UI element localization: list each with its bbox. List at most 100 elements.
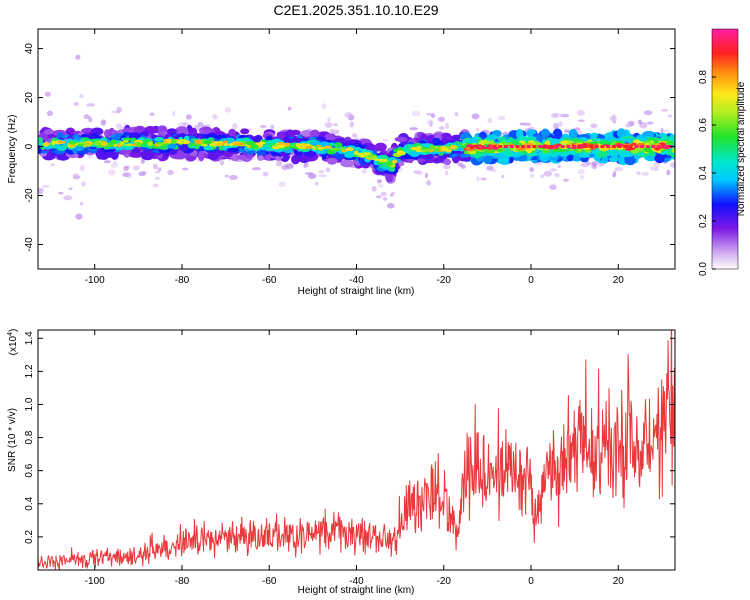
- heatmap-cell: [167, 170, 174, 176]
- heatmap-cell: [549, 184, 557, 191]
- heatmap-cell: [606, 145, 611, 149]
- heatmap-cell: [432, 157, 442, 164]
- heatmap-cell: [351, 133, 357, 138]
- heatmap-cell: [445, 170, 449, 176]
- heatmap-cell: [140, 149, 155, 161]
- heatmap-cell: [409, 151, 420, 157]
- heatmap-cell: [583, 145, 588, 149]
- heatmap-cell: [237, 142, 244, 146]
- heatmap-cell: [167, 143, 177, 149]
- heatmap-cell: [224, 106, 232, 113]
- heatmap-cell: [577, 168, 585, 175]
- heatmap-cell: [641, 171, 650, 177]
- heatmap-cell: [480, 177, 487, 181]
- heatmap-cell: [637, 119, 643, 125]
- heatmap-cell: [51, 140, 56, 146]
- heatmap-cell: [86, 103, 96, 107]
- heatmap-cell: [340, 159, 355, 168]
- heatmap-cell: [666, 169, 671, 176]
- heatmap-cell: [580, 174, 584, 180]
- heatmap-cell: [409, 127, 419, 131]
- colorbar-tick-label: 0.6: [698, 118, 709, 132]
- heatmap-cell: [636, 171, 641, 176]
- heatmap-cell: [77, 141, 88, 145]
- heatmap-cell: [366, 155, 375, 159]
- heatmap-cell: [382, 197, 388, 201]
- snr-x-tick-label: -40: [349, 576, 364, 587]
- heatmap-cell: [385, 172, 394, 183]
- heatmap-cell: [626, 120, 635, 125]
- heatmap-cell: [281, 164, 289, 171]
- figure-title: C2E1.2025.351.10.10.E29: [273, 2, 438, 18]
- heatmap-cell: [326, 117, 331, 122]
- heatmap-cell: [110, 139, 117, 145]
- heatmap-cell: [640, 145, 645, 149]
- heatmap-cell: [560, 140, 569, 145]
- snr-y-label: SNR (10 * v/v): [7, 408, 18, 472]
- heatmap-cell: [634, 145, 639, 149]
- heatmap-cell: [643, 110, 653, 116]
- heatmap-cell: [278, 181, 286, 187]
- heatmap-cell: [563, 129, 570, 133]
- heatmap-cell: [438, 126, 445, 131]
- heatmap-cell: [124, 143, 135, 147]
- spectrogram-y-tick-label: -20: [24, 188, 35, 203]
- heatmap-cell: [237, 147, 244, 152]
- heatmap-cells: [38, 54, 675, 220]
- colorbar: 0.0 0.2 0.4 0.6 0.8 Normalized spectral ampl…: [698, 28, 747, 276]
- heatmap-cell: [317, 169, 325, 174]
- heatmap-cell: [662, 129, 671, 133]
- heatmap-cell: [600, 145, 605, 149]
- heatmap-cell: [645, 145, 650, 149]
- heatmap-cell: [59, 145, 66, 151]
- heatmap-cell: [79, 94, 84, 99]
- snr-y-tick-label: 0.4: [24, 496, 35, 510]
- heatmap-cell: [50, 163, 55, 166]
- heatmap-cell: [270, 151, 277, 156]
- heatmap-cell: [182, 122, 190, 127]
- heatmap-cell: [532, 145, 537, 149]
- heatmap-cell: [515, 145, 520, 149]
- heatmap-cell: [189, 142, 197, 146]
- heatmap-cell: [349, 121, 354, 128]
- heatmap-cell: [391, 191, 396, 195]
- heatmap-cell: [63, 195, 73, 201]
- heatmap-cell: [476, 176, 480, 182]
- heatmap-cell: [284, 142, 290, 147]
- heatmap-cell: [75, 145, 82, 152]
- heatmap-cell: [255, 149, 267, 156]
- heatmap-cell: [198, 150, 205, 162]
- heatmap-cell: [218, 145, 225, 151]
- heatmap-cell: [228, 128, 236, 137]
- heatmap-cell: [500, 154, 508, 166]
- heatmap-cell: [345, 147, 354, 152]
- colorbar-tick-label: 0.4: [698, 166, 709, 180]
- heatmap-cell: [524, 122, 532, 127]
- heatmap-cell: [442, 164, 451, 170]
- heatmap-cell: [79, 201, 84, 206]
- heatmap-cell: [426, 119, 434, 125]
- heatmap-cell: [103, 160, 111, 164]
- heatmap-cell: [590, 132, 598, 139]
- heatmap-cell: [154, 170, 161, 174]
- heatmap-cell: [307, 173, 317, 179]
- heatmap-cell: [325, 167, 330, 173]
- snr-y-tick-label: 1.2: [24, 364, 35, 378]
- heatmap-cell: [182, 167, 189, 171]
- heatmap-cell: [520, 145, 525, 149]
- spectrogram-y-tick-label: 20: [24, 92, 35, 104]
- heatmap-cell: [46, 110, 54, 116]
- snr-x-tick-label: -20: [437, 576, 452, 587]
- heatmap-cell: [643, 147, 653, 153]
- heatmap-cell: [214, 143, 223, 147]
- heatmap-cell: [195, 143, 202, 147]
- heatmap-cell: [81, 181, 86, 187]
- heatmap-cell: [377, 179, 382, 184]
- heatmap-cell: [577, 145, 582, 149]
- heatmap-cell: [662, 145, 667, 149]
- heatmap-cell: [589, 141, 601, 145]
- heatmap-cell: [667, 114, 673, 118]
- heatmap-cell: [154, 136, 165, 142]
- heatmap-cell: [425, 112, 434, 116]
- heatmap-cell: [73, 101, 79, 107]
